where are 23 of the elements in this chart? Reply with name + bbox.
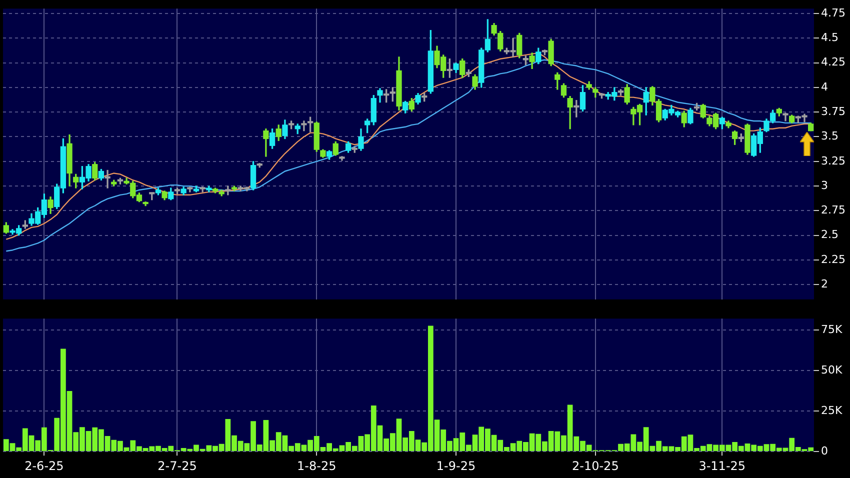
y-tick-label: 4.5 — [821, 31, 838, 44]
y-tick-label: 3.75 — [821, 104, 846, 118]
x-tick-label: 1-9-25 — [436, 458, 476, 473]
y-tick-label: 2.75 — [821, 204, 846, 217]
y-tick-label: 0 — [821, 444, 828, 458]
y-tick-label: 2.5 — [821, 228, 838, 242]
y-tick-label: 3.5 — [821, 130, 838, 143]
y-tick-label: 2 — [821, 277, 828, 290]
x-tick-label: 1-8-25 — [297, 458, 336, 473]
y-tick-label: 3.25 — [821, 154, 846, 168]
x-tick-label: 2-10-25 — [572, 458, 619, 473]
x-tick-label: 3-11-25 — [698, 458, 746, 473]
y-tick-label: 4.25 — [821, 56, 846, 69]
y-tick-label: 4 — [821, 80, 828, 94]
y-tick-label: 3 — [821, 178, 828, 192]
y-tick-label: 4.75 — [821, 6, 846, 20]
y-tick-label: 50K — [821, 363, 843, 376]
y-tick-label: 2.25 — [821, 252, 846, 266]
y-tick-label: 25K — [821, 404, 843, 417]
x-tick-label: 2-6-25 — [24, 458, 64, 473]
x-tick-label: 2-7-25 — [158, 458, 197, 473]
candlestick — [104, 170, 110, 188]
y-tick-label: 75K — [821, 322, 843, 336]
